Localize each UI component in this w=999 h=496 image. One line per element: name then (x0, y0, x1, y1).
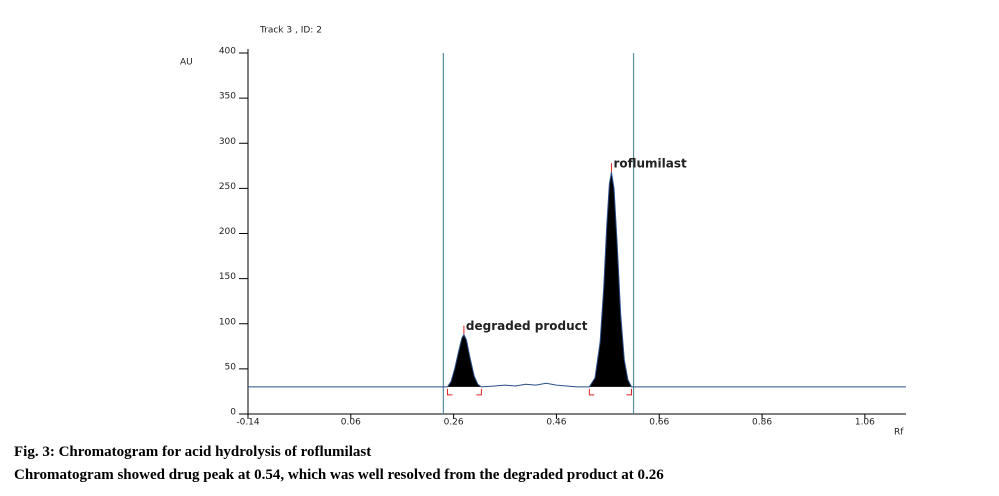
integration-end (626, 388, 632, 396)
integration-start (446, 388, 453, 396)
x-tick-label: 0.46 (546, 418, 566, 428)
peak-label: roflumilast (613, 157, 687, 171)
integration-start (588, 388, 595, 396)
x-tick-label: 0.26 (444, 418, 464, 428)
peak-label: degraded product (466, 319, 588, 333)
x-axis-label: Rf (894, 428, 904, 438)
chart: Track 3 , ID: 2 AU Rf 0 50 100 150 200 250 300… (180, 26, 906, 438)
x-tick-label: 0.66 (649, 418, 669, 428)
y-tick-label: 200 (219, 227, 236, 237)
integration-end (476, 388, 482, 396)
x-tick-label: 1.06 (855, 418, 875, 428)
y-tick-label: 0 (230, 408, 236, 418)
caption-text: Chromatogram showed drug peak at 0.54, w… (14, 467, 664, 483)
y-tick-label: 400 (219, 47, 236, 57)
y-tick-label: 50 (225, 362, 237, 372)
peak-area (589, 172, 632, 387)
signal-line (248, 172, 906, 388)
x-tick-label: -0.14 (236, 418, 260, 428)
y-tick-label: 150 (219, 272, 236, 282)
caption-title: Fig. 3: Chromatogram for acid hydrolysis… (14, 444, 372, 460)
y-axis-label: AU (180, 58, 193, 68)
chart-header: Track 3 , ID: 2 (259, 26, 322, 36)
y-tick-label: 100 (219, 317, 236, 327)
y-tick-label: 300 (219, 137, 236, 147)
x-tick-label: 0.06 (341, 418, 361, 428)
y-tick-label: 350 (219, 92, 236, 102)
y-tick-label: 250 (219, 182, 236, 192)
peak-area (447, 334, 482, 387)
x-tick-label: 0.86 (752, 418, 772, 428)
